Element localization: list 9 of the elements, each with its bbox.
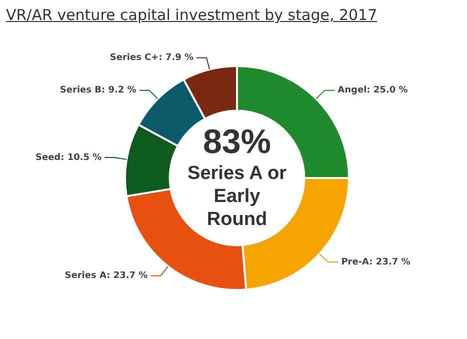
slice-label: Angel: 25.0 % (338, 86, 408, 96)
slice-label: Seed: 10.5 % (35, 152, 102, 163)
slice-label: Pre-A: 23.7 % (341, 257, 410, 268)
text: 83% (202, 122, 272, 161)
slice-label: Series A: 23.7 % (64, 271, 148, 282)
text: Series A or Early Round (188, 163, 288, 230)
chart-title: VR/AR venture capital investment by stage, 2017 (5, 5, 378, 24)
slice-label: Series C+: 7.9 % (110, 53, 194, 64)
slice-label: Series B: 9.2 % (60, 86, 136, 96)
